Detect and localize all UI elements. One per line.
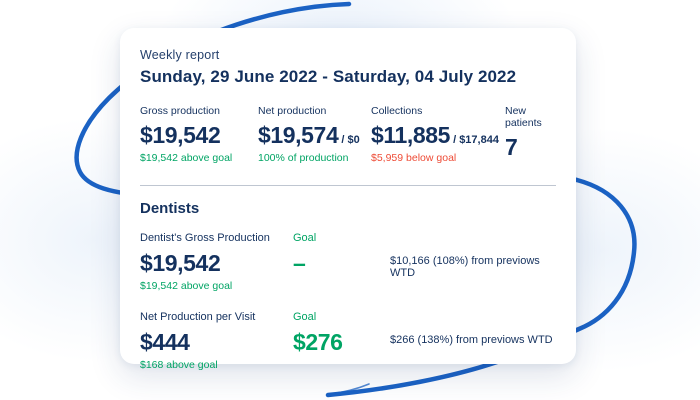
metric-label: Net production	[258, 105, 327, 117]
metric-new-patients: New patients 7	[505, 105, 556, 165]
wtd-comparison: $266 (138%) from previows WTD	[390, 334, 553, 346]
dentist-metric-note: $19,542 above goal	[140, 280, 233, 292]
dentist-metric-label: Net Production per Visit	[140, 311, 256, 323]
dentist-metric: Dentist's Gross Production $19,542 $19,5…	[140, 232, 293, 293]
goal-label: Goal	[293, 311, 317, 323]
report-eyebrow: Weekly report	[140, 48, 220, 62]
metric-value: $11,885	[371, 122, 451, 148]
metric-net-production: Net production $19,574 / $0 100% of prod…	[258, 105, 371, 165]
metric-goal-note: $19,542 above goal	[140, 152, 233, 164]
wtd-comparison: $10,166 (108%) from previows WTD	[390, 255, 540, 279]
metric-label: Gross production	[140, 105, 220, 117]
goal-value: –	[293, 250, 306, 276]
metric-goal-suffix: / $17,844	[453, 134, 499, 146]
metric-goal-suffix: / $0	[341, 134, 360, 146]
dentist-goal: Goal –	[293, 232, 390, 293]
metric-label: New patients	[505, 105, 542, 129]
metric-label: Collections	[371, 105, 423, 117]
metric-goal-note: $5,959 below goal	[371, 152, 457, 164]
dentist-row-net-production-per-visit: Net Production per Visit $444 $168 above…	[140, 311, 556, 372]
weekly-report-card: Weekly report Sunday, 29 June 2022 - Sat…	[120, 28, 576, 371]
dentist-metric-value: $19,542	[140, 250, 221, 276]
metric-collections: Collections $11,885 / $17,844 $5,959 bel…	[371, 105, 505, 165]
goal-label: Goal	[293, 232, 317, 244]
goal-value: $276	[293, 329, 343, 355]
summary-metrics-row: Gross production $19,542 $19,542 above g…	[140, 105, 556, 165]
metric-gross-production: Gross production $19,542 $19,542 above g…	[140, 105, 258, 165]
metric-goal-note: 100% of production	[258, 152, 349, 164]
dentist-metric-note: $168 above goal	[140, 359, 218, 371]
metric-value: $19,574	[258, 122, 339, 148]
report-date-range: Sunday, 29 June 2022 - Saturday, 04 July…	[140, 67, 517, 86]
dentists-section-title: Dentists	[140, 200, 200, 217]
metric-value: 7	[505, 134, 518, 160]
dentist-metric-label: Dentist's Gross Production	[140, 232, 270, 244]
metric-value: $19,542	[140, 122, 221, 148]
dentist-metric: Net Production per Visit $444 $168 above…	[140, 311, 293, 372]
dentist-row-gross-production: Dentist's Gross Production $19,542 $19,5…	[140, 232, 556, 293]
dentist-metric-value: $444	[140, 329, 190, 355]
dentist-goal: Goal $276	[293, 311, 390, 372]
section-divider	[140, 185, 556, 186]
